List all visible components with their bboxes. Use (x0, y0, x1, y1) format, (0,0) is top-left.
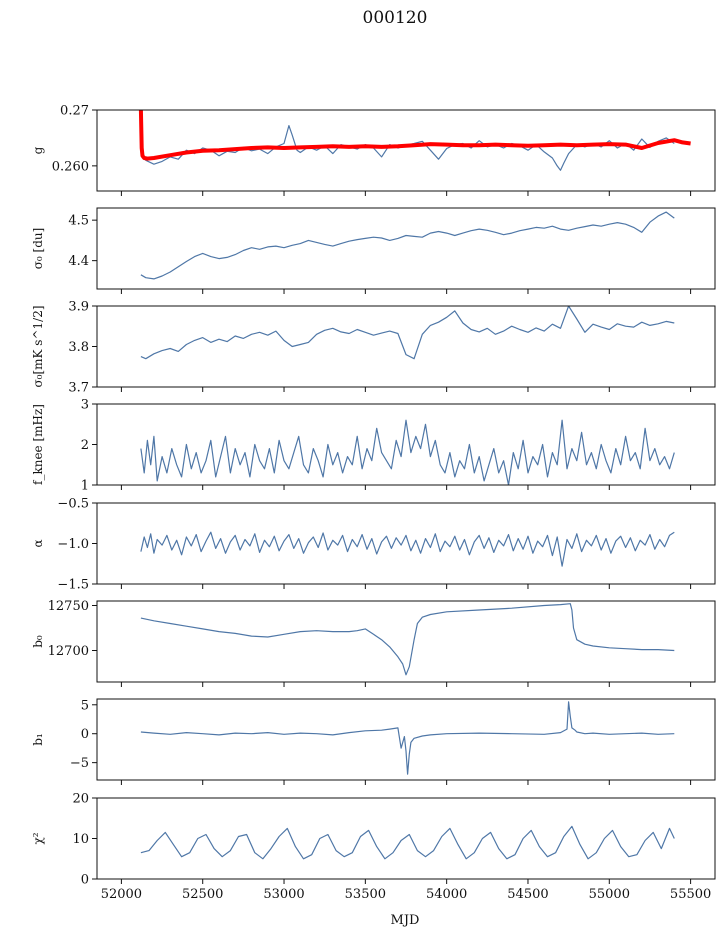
panel-2-frame (96, 207, 716, 290)
panel-3: 3.7 3.8 3.9 σ₀[mK s^1/2] (31, 300, 716, 396)
panel-6-series-1-line (140, 603, 675, 676)
panel-7-ytick-label: 5 (81, 698, 89, 713)
panel-3-frame (96, 305, 716, 388)
panel-4-series-1-line (140, 419, 675, 485)
panel-4: 1 2 3 f_knee [mHz] (31, 398, 716, 494)
x-tick-label: 55500 (670, 887, 711, 902)
panel-4-ytick-label: 1 (81, 479, 89, 494)
panel-3-series-1-line (140, 306, 675, 360)
panel-4-ylabel: f_knee [mHz] (31, 404, 45, 485)
panel-3-ytick-label: 3.7 (68, 381, 89, 396)
panel-3-ytick-label: 3.9 (68, 300, 89, 315)
panel-6-ylabel: b₀ (31, 635, 45, 648)
x-tick-label: 52500 (182, 887, 223, 902)
x-axis-label: MJD (391, 913, 420, 928)
panel-8-ytick-label: 20 (72, 792, 89, 807)
panel-1-ytick-label: 0.27 (60, 104, 89, 119)
x-tick-label: 53500 (345, 887, 386, 902)
panel-2-ytick-label: 4.5 (68, 214, 89, 229)
panel-2: 4.4 4.5 σ₀ [du] (31, 207, 716, 294)
panel-5-ylabel: α (31, 539, 45, 547)
panels: 0.260 0.27 g 4.4 4.5 σ₀ [du] 3.7 3.8 3.9 σ₀[mK s^… (31, 104, 716, 902)
panel-3-ylabel: σ₀[mK s^1/2] (31, 305, 45, 387)
panel-7: −5 0 5 b₁ (31, 698, 716, 785)
panel-5-ytick-label: −1.5 (57, 578, 89, 593)
panel-7-ytick-label: 0 (81, 727, 89, 742)
panel-1-series-2-line (138, 110, 691, 161)
panel-8-ytick-label: 10 (72, 832, 89, 847)
panel-8-frame (96, 797, 716, 880)
panel-2-series-1-line (140, 211, 675, 280)
x-tick-label: 55000 (589, 887, 630, 902)
panel-4-ytick-label: 2 (81, 438, 89, 453)
panel-5: −1.5 −1.0 −0.5 α (31, 497, 716, 593)
panel-7-frame (96, 698, 716, 781)
x-tick-label: 54500 (507, 887, 548, 902)
panel-7-ylabel: b₁ (31, 733, 45, 746)
panel-1: 0.260 0.27 g (31, 104, 716, 196)
panel-7-ytick-label: −5 (70, 756, 89, 771)
panel-8-ytick-label: 0 (81, 873, 89, 888)
panel-1-frame (96, 109, 716, 192)
panel-7-series-1-line (140, 701, 675, 775)
panel-5-series-1-line (140, 531, 675, 567)
panel-3-ytick-label: 3.8 (68, 340, 89, 355)
panel-5-ytick-label: −0.5 (57, 497, 89, 512)
panel-8-series-1-line (140, 825, 675, 860)
x-tick-label: 54000 (426, 887, 467, 902)
panel-5-ytick-label: −1.0 (57, 537, 89, 552)
panel-2-ytick-label: 4.4 (68, 254, 89, 269)
panel-6: 12700 12750 b₀ (31, 599, 716, 687)
panel-6-frame (96, 600, 716, 683)
x-tick-label: 53000 (263, 887, 304, 902)
x-tick-label: 52000 (101, 887, 142, 902)
panel-6-ytick-label: 12700 (48, 644, 89, 659)
panel-1-ylabel: g (31, 146, 45, 154)
panel-4-frame (96, 403, 716, 486)
panel-8-ylabel: χ² (31, 832, 45, 844)
panel-1-series-1-line (140, 124, 675, 171)
panel-4-ytick-label: 3 (81, 398, 89, 413)
panel-6-ytick-label: 12750 (48, 599, 89, 614)
panel-2-ylabel: σ₀ [du] (31, 228, 45, 270)
panel-8: 0 10 20 52000 52500 53000 53500 54000 54500 55000… (31, 792, 716, 902)
figure-title: 000120 (363, 8, 428, 28)
panel-1-ytick-label: 0.260 (52, 159, 89, 174)
